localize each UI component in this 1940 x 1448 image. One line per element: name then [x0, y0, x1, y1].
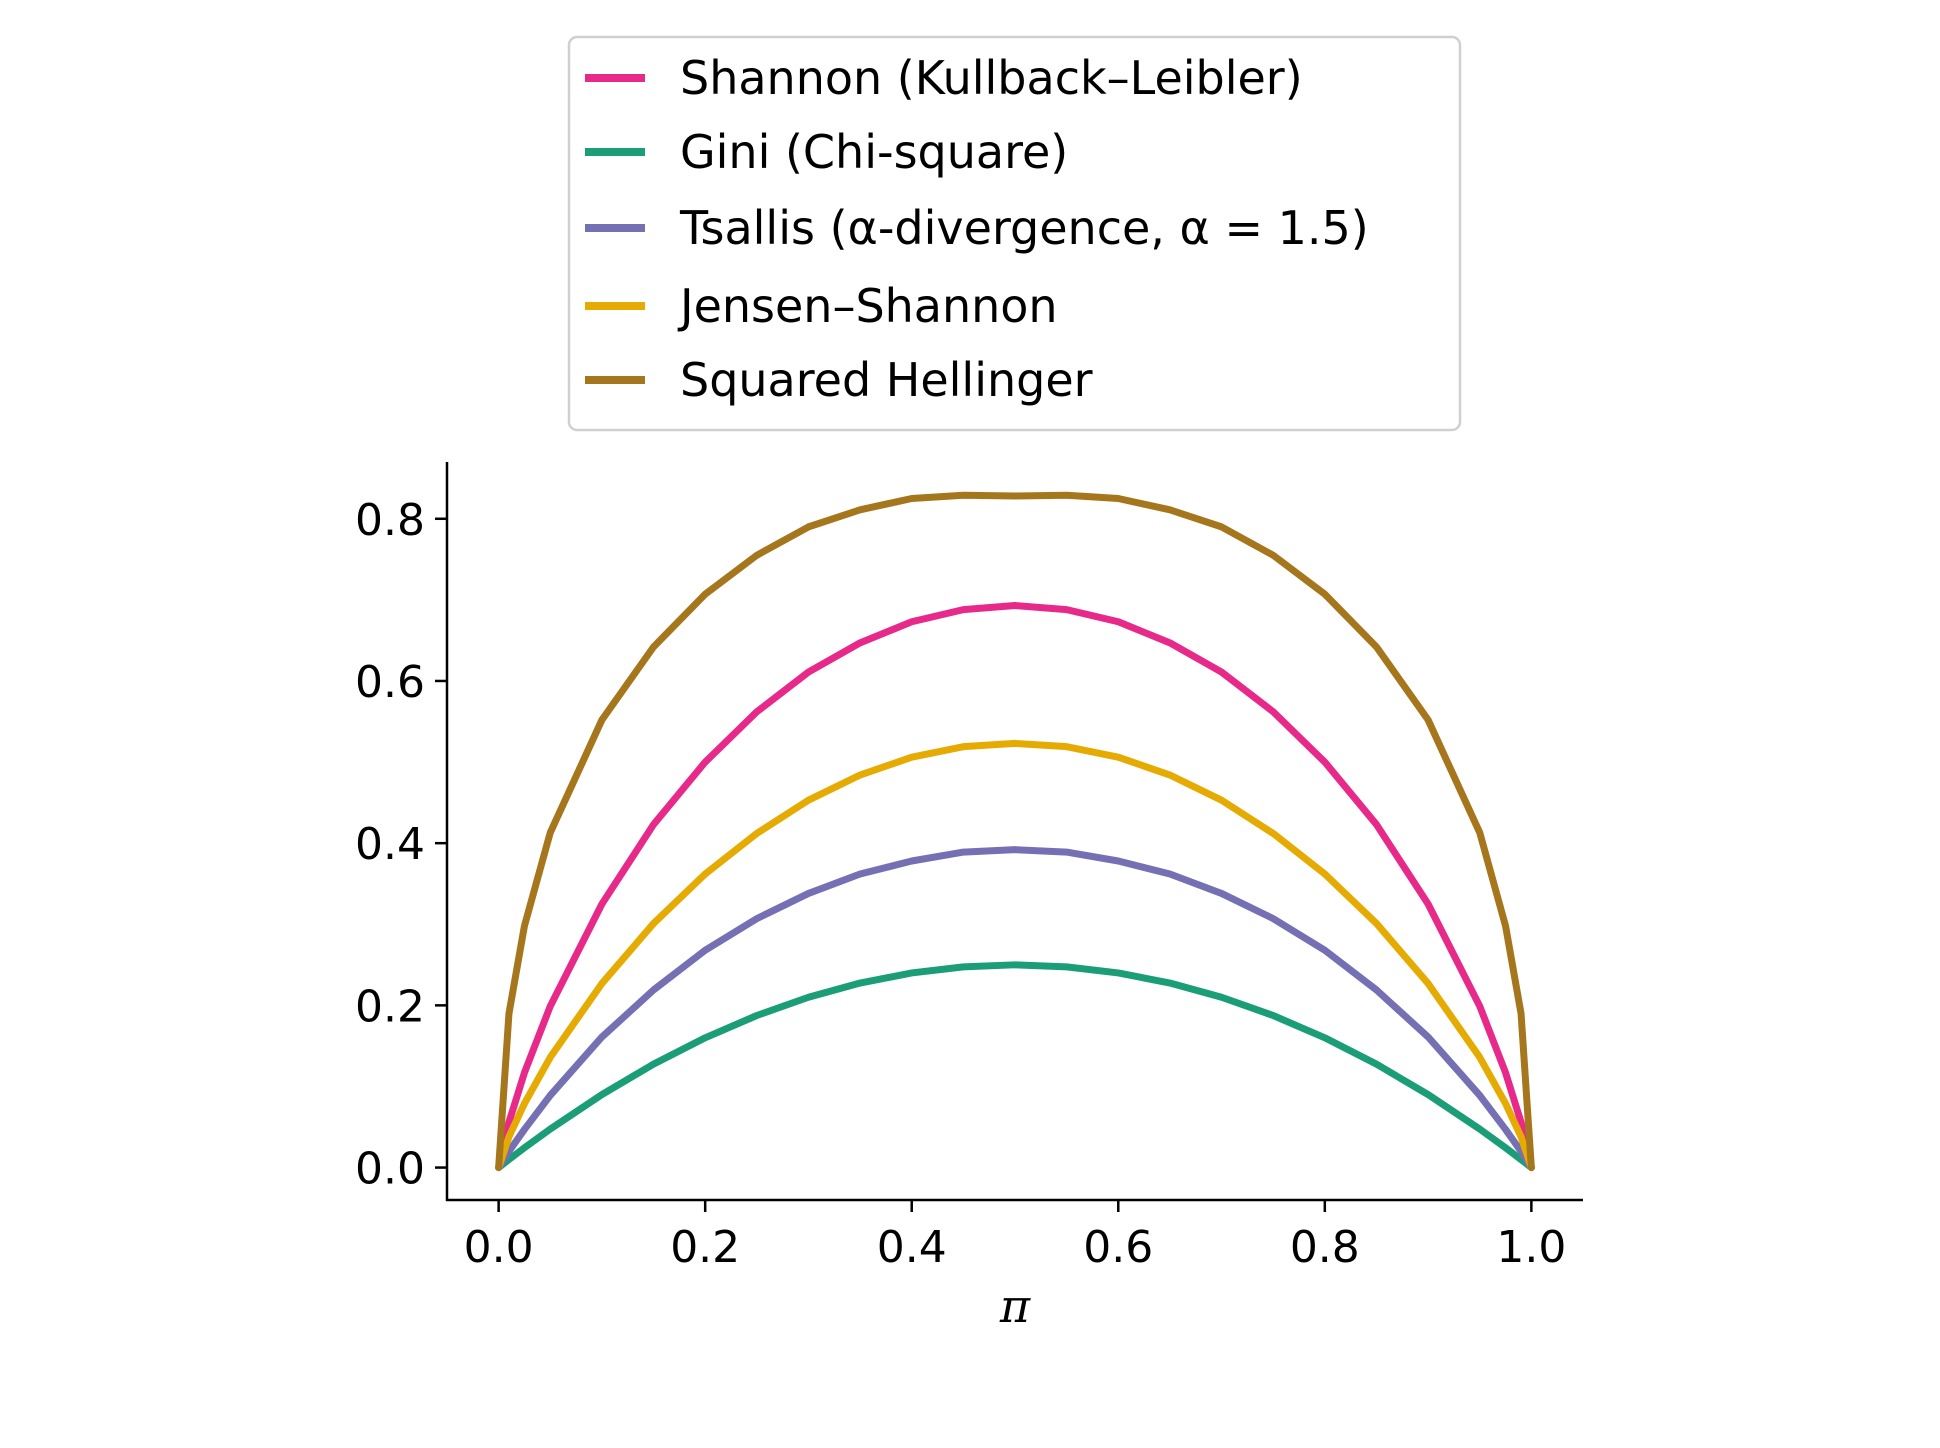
- y-ticks: 0.0 0.2 0.4 0.6 0.8: [355, 495, 447, 1195]
- x-tick-label: 0.4: [877, 1222, 947, 1273]
- x-tick-label: 0.2: [670, 1222, 740, 1273]
- x-tick-label: 0.6: [1083, 1222, 1153, 1273]
- y-tick-label: 0.2: [355, 981, 425, 1032]
- legend-label: Gini (Chi-square): [680, 125, 1068, 179]
- legend-label: Jensen–Shannon: [677, 279, 1058, 333]
- series-line-0: [495, 602, 1535, 1172]
- legend-label: Shannon (Kullback–Leibler): [680, 51, 1303, 105]
- legend-label: Tsallis (α-divergence, α = 1.5): [679, 201, 1369, 255]
- y-tick-label: 0.0: [355, 1144, 425, 1195]
- series-line-1: [495, 961, 1535, 1172]
- y-tick-label: 0.8: [355, 495, 425, 546]
- series-line-2: [495, 846, 1535, 1172]
- series-line-3: [495, 739, 1535, 1172]
- y-tick-label: 0.4: [355, 819, 425, 870]
- x-axis-label: π: [999, 1279, 1031, 1333]
- x-tick-label: 0.0: [464, 1222, 534, 1273]
- series-line-4: [495, 491, 1535, 1172]
- legend: Shannon (Kullback–Leibler) Gini (Chi-squa…: [567, 35, 1462, 432]
- x-tick-label: 0.8: [1290, 1222, 1360, 1273]
- legend-items: Shannon (Kullback–Leibler) Gini (Chi-squa…: [585, 51, 1369, 407]
- legend-frame: [567, 35, 1462, 432]
- axes: [445, 462, 1583, 1202]
- legend-label: Squared Hellinger: [680, 353, 1093, 407]
- x-tick-label: 1.0: [1496, 1222, 1566, 1273]
- y-tick-label: 0.6: [355, 657, 425, 708]
- x-ticks: 0.0 0.2 0.4 0.6 0.8 1.0: [464, 1200, 1566, 1273]
- series-layer: [495, 491, 1535, 1172]
